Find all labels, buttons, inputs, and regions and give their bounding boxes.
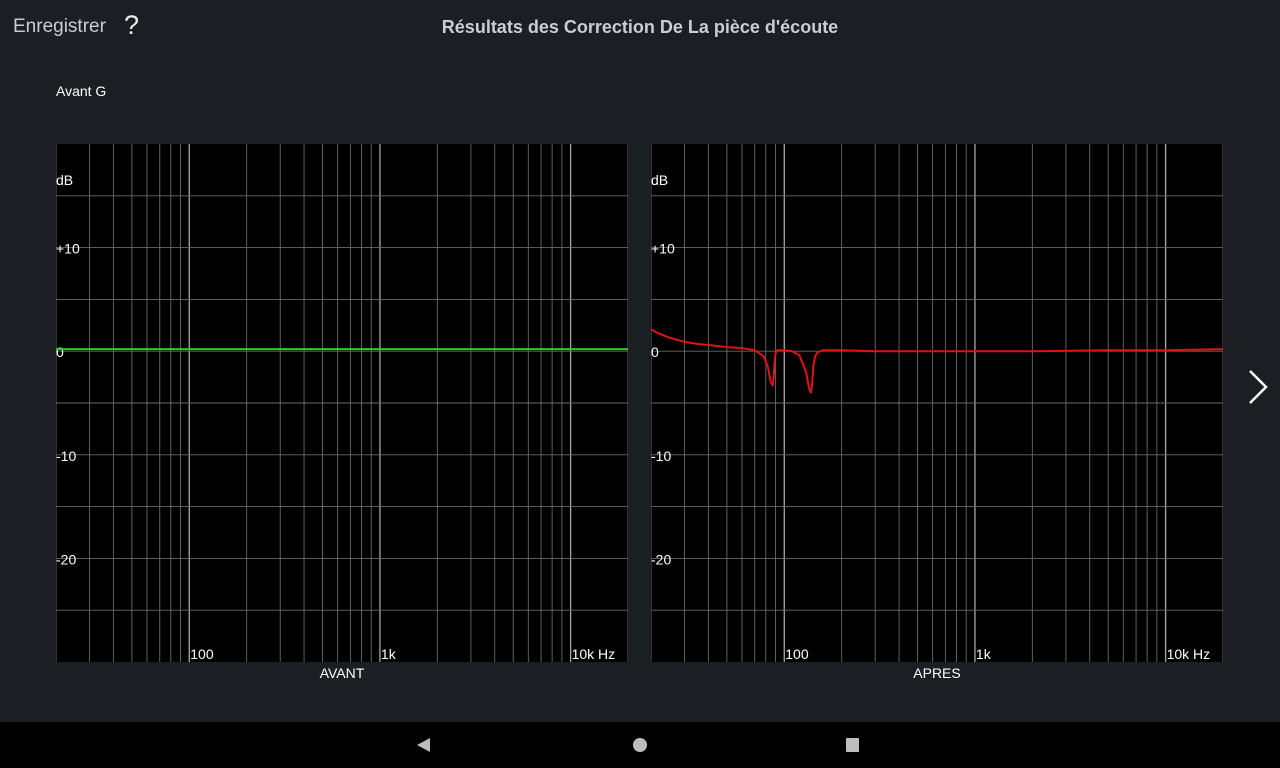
chart-before-x-tick-label: 10k Hz	[572, 646, 616, 662]
chart-after-y-tick-label: -20	[651, 551, 671, 567]
chart-after-y-axis-label: dB	[651, 172, 668, 188]
chart-after-caption: APRES	[913, 665, 961, 681]
square-icon	[846, 738, 859, 752]
chart-before-x-tick-label: 1k	[381, 646, 397, 662]
chart-before-y-tick-label: -10	[56, 448, 76, 464]
chart-before-x-tick-label: 100	[190, 646, 214, 662]
chart-before-y-tick-label: -20	[56, 551, 76, 567]
chart-after-x-tick-label: 1k	[976, 646, 992, 662]
chart-after-response-curve	[651, 328, 1223, 394]
chart-after-x-tick-label: 10k Hz	[1167, 646, 1211, 662]
next-chevron-button[interactable]	[1242, 366, 1274, 408]
chart-after-y-tick-label: +10	[651, 241, 675, 257]
chart-after: dB +10 0 -10 -20 100 1k 10k Hz	[651, 144, 1223, 662]
channel-label: Avant G	[56, 83, 107, 99]
page-title: Résultats des Correction De La pièce d'é…	[441, 17, 839, 37]
nav-home-button[interactable]	[631, 736, 649, 759]
app-bar: Enregistrer ? Résultats des Correction D…	[0, 0, 1280, 56]
chart-after-y-tick-label: -10	[651, 448, 671, 464]
chevron-right-icon	[1249, 370, 1268, 404]
help-button[interactable]: ?	[124, 10, 140, 40]
chart-before-caption: AVANT	[319, 665, 365, 681]
nav-back-button[interactable]	[414, 736, 432, 759]
chart-before-y-axis-label: dB	[56, 172, 73, 188]
chart-before-y-tick-label: +10	[56, 241, 80, 257]
chart-after-y-tick-label: 0	[651, 344, 659, 360]
triangle-left-icon	[417, 738, 430, 752]
chart-after-svg: dB +10 0 -10 -20 100 1k 10k Hz	[651, 144, 1223, 662]
chart-after-x-tick-label: 100	[785, 646, 809, 662]
system-nav-bar	[0, 722, 1280, 768]
chart-before-svg: dB +10 0 -10 -20 100 1k 10k Hz	[56, 144, 628, 662]
chart-before: dB +10 0 -10 -20 100 1k 10k Hz	[56, 144, 628, 662]
nav-recents-button[interactable]	[843, 736, 861, 759]
save-button[interactable]: Enregistrer	[13, 16, 106, 37]
chart-before-y-tick-label: 0	[56, 344, 64, 360]
circle-icon	[633, 738, 647, 752]
